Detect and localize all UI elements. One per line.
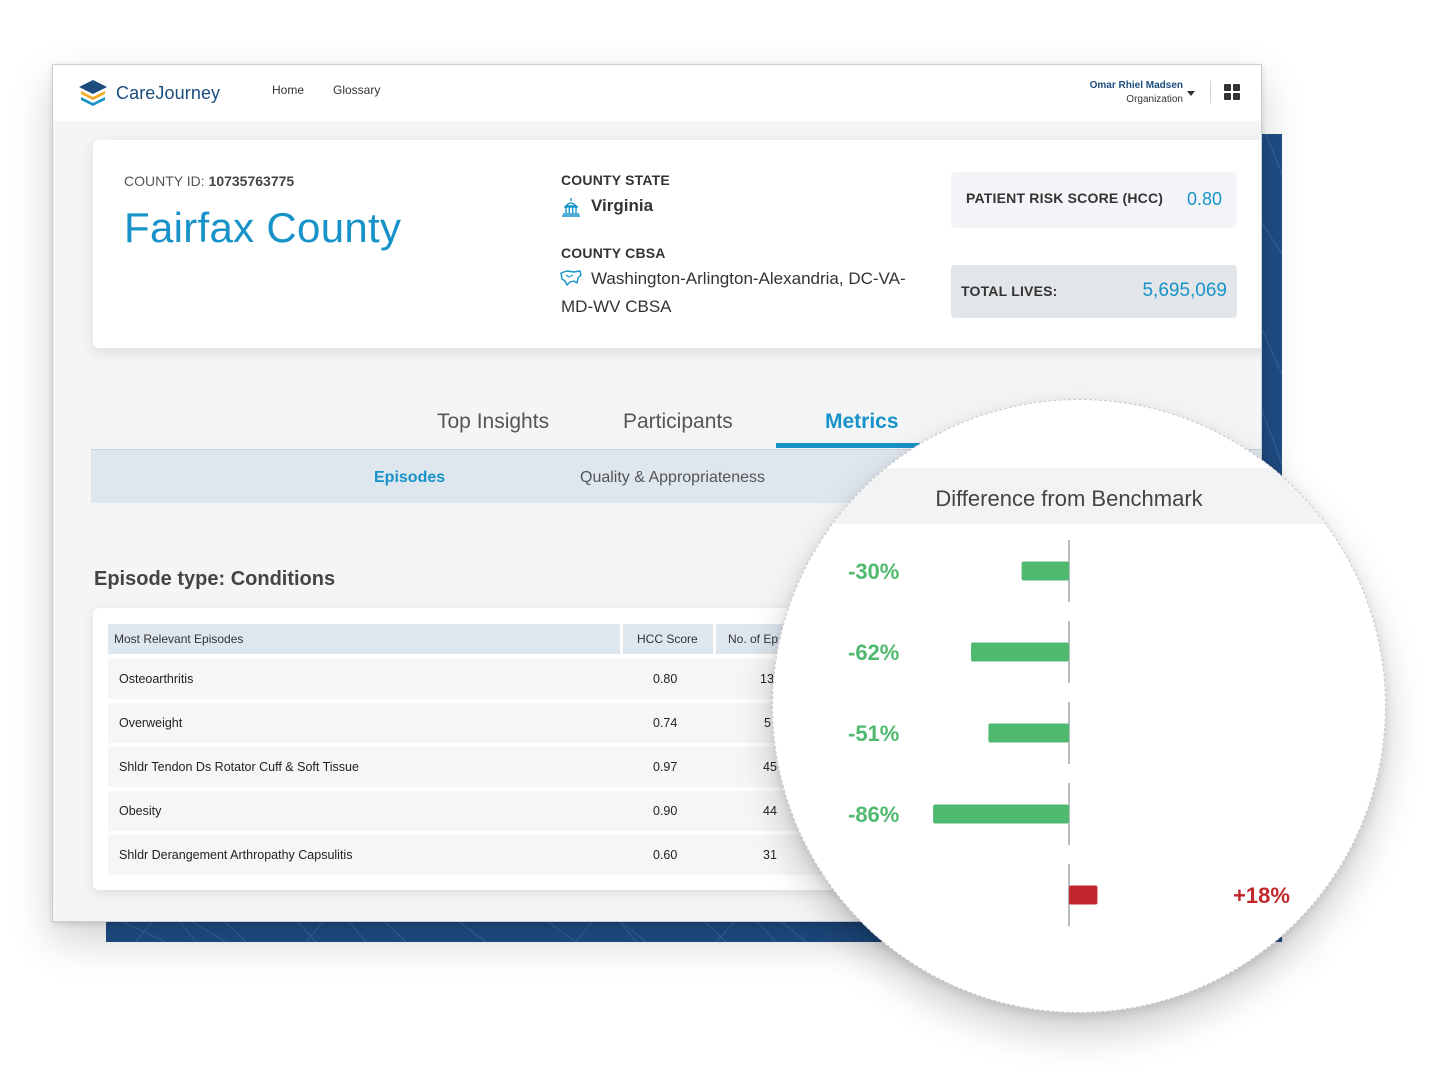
hcc-score: 0.80 [653,672,678,686]
user-menu-caret-icon[interactable] [1187,91,1195,96]
county-id-value: 10735763775 [208,173,295,189]
benchmark-bar[interactable] [1021,561,1069,581]
tab-metrics[interactable]: Metrics [825,410,899,433]
tab-participants[interactable]: Participants [623,410,733,433]
user-organization[interactable]: Organization [1126,94,1183,105]
hcc-score: 0.74 [653,716,678,730]
tabs-divider [91,449,1261,450]
county-state-value: Virginia [591,196,654,215]
hcc-score: 0.60 [653,848,678,862]
column-header-episodes[interactable]: Most Relevant Episodes [108,624,620,654]
episode-name: Overweight [119,716,183,730]
capitol-building-icon [562,198,580,217]
total-lives-value: 5,695,069 [1142,280,1227,301]
section-title: Episode type: Conditions [94,568,336,590]
app-grid-icon[interactable] [1224,84,1240,100]
episode-name: Osteoarthritis [119,672,194,686]
benchmark-value-label: -30% [848,559,899,584]
benchmark-value-label: +18% [1233,883,1290,908]
county-state-label: COUNTY STATE [561,172,670,188]
top-navigation-bar: CareJourney Home Glossary Omar Rhiel Mad… [53,65,1261,121]
subtab-quality-appropriateness[interactable]: Quality & Appropriateness [580,469,765,486]
episode-name: Shldr Tendon Ds Rotator Cuff & Soft Tiss… [119,760,359,774]
episode-count: 44 [763,804,777,818]
benchmark-bar[interactable] [988,723,1069,743]
benchmark-bar[interactable] [1069,885,1098,905]
us-map-icon [560,270,582,286]
county-name: Fairfax County [124,204,402,251]
episode-count: 13 [760,672,774,686]
chart-title: Difference from Benchmark [935,486,1203,511]
topbar-divider [1210,81,1211,103]
episode-name: Obesity [119,804,162,818]
benchmark-value-label: -51% [848,721,899,746]
hcc-score: 0.90 [653,804,678,818]
episode-name: Shldr Derangement Arthropathy Capsulitis [119,848,353,862]
benchmark-value-label: -62% [848,640,899,665]
county-id: COUNTY ID: 10735763775 [124,173,294,189]
benchmark-value-label: -86% [848,802,899,827]
patient-risk-score-box: PATIENT RISK SCORE (HCC) 0.80 [951,172,1237,228]
tab-top-insights[interactable]: Top Insights [437,410,550,433]
patient-risk-score-label: PATIENT RISK SCORE (HCC) [966,190,1164,206]
total-lives-box: TOTAL LIVES: 5,695,069 [951,265,1237,318]
column-header-hcc-score[interactable]: HCC Score [623,624,713,654]
patient-risk-score-value: 0.80 [1186,189,1222,209]
county-cbsa-line1: Washington-Arlington-Alexandria, DC-VA- [591,269,906,288]
brand-logo[interactable]: CareJourney [78,79,220,107]
logo-icon [79,80,107,106]
county-summary-card: COUNTY ID: 10735763775 Fairfax County CO… [93,140,1261,348]
subtab-episodes[interactable]: Episodes [374,469,446,486]
user-name[interactable]: Omar Rhiel Madsen [1089,80,1183,91]
benchmark-bar[interactable] [933,804,1069,824]
chart-header-band [773,468,1385,524]
active-tab-indicator [776,443,922,448]
nav-home-link[interactable]: Home [272,83,305,97]
episode-count: 5 [764,716,771,730]
benchmark-magnifier: Difference from Benchmark -30% -62% -51% -8… [772,399,1386,1013]
benchmark-bar[interactable] [971,642,1069,662]
benchmark-chart: Difference from Benchmark -30% -62% -51% -8… [773,468,1385,926]
hcc-score: 0.97 [653,760,678,774]
nav-glossary-link[interactable]: Glossary [333,83,381,97]
total-lives-label: TOTAL LIVES: [961,283,1058,299]
county-cbsa-label: COUNTY CBSA [561,245,666,261]
county-cbsa-line2: MD-WV CBSA [561,297,672,316]
episode-count: 45 [763,760,777,774]
episode-count: 31 [763,848,777,862]
brand-name: CareJourney [116,82,221,103]
county-id-label: COUNTY ID: [124,173,205,189]
